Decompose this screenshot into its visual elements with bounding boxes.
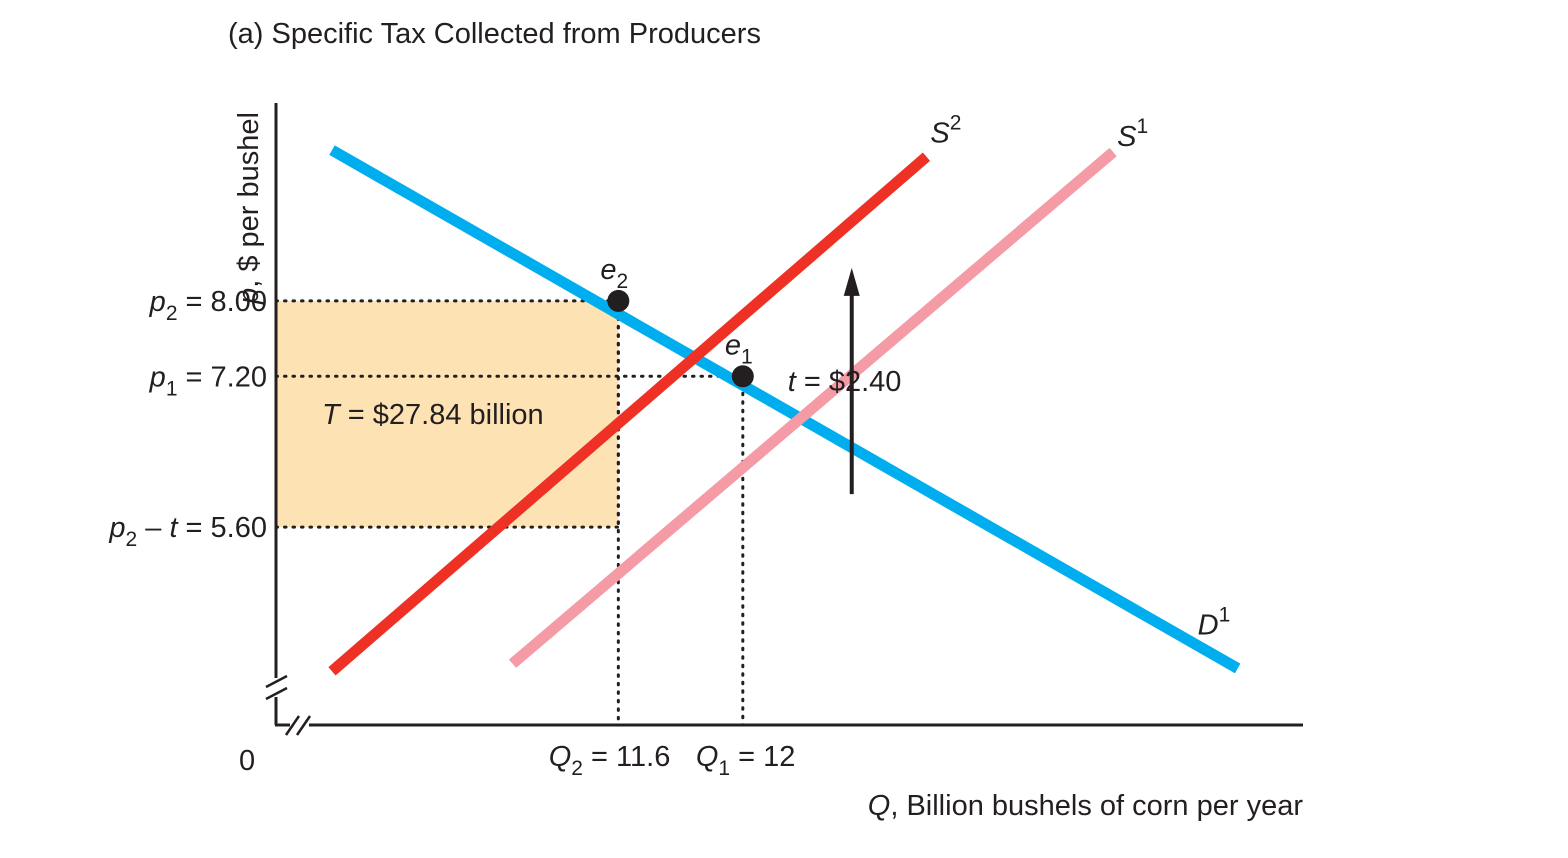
x-axis-variable: Q bbox=[868, 790, 891, 822]
price-tick-3-value: = 5.60 bbox=[178, 512, 268, 544]
price-tick-3-variable-2: t bbox=[169, 512, 179, 544]
y-axis-variable: p bbox=[233, 288, 265, 305]
demand-curve-d1-label: D1 bbox=[1198, 603, 1231, 641]
equilibrium-label-e2-name: e bbox=[600, 254, 616, 286]
price-tick-1: p2 = 8.00 bbox=[149, 286, 267, 325]
supply-curve-s1-label-name: S bbox=[1117, 121, 1137, 153]
supply-curve-s1 bbox=[508, 147, 1117, 668]
price-tick-1-variable: p bbox=[149, 286, 166, 318]
demand-curve-d1 bbox=[329, 145, 1241, 674]
equilibrium-label-e2-subscript: 2 bbox=[616, 270, 628, 293]
price-tick-2-value: = 7.20 bbox=[178, 361, 268, 393]
tax-arrow: t = $2.40 bbox=[788, 267, 902, 495]
tax-arrow-variable: t bbox=[788, 366, 798, 398]
reference-guides bbox=[274, 299, 745, 727]
tax-revenue-variable: T bbox=[322, 399, 342, 431]
tax-revenue-text: = $27.84 billion bbox=[340, 399, 544, 431]
supply-curve-s2-label-superscript: 2 bbox=[950, 112, 962, 135]
tax-revenue-area bbox=[276, 300, 619, 528]
price-tick-3: p2 – t = 5.60 bbox=[108, 512, 267, 551]
price-tick-3-operator: – bbox=[137, 512, 169, 544]
price-tick-2-variable: p bbox=[149, 361, 166, 393]
tax-arrow-head bbox=[843, 267, 860, 296]
demand-curve-d1-label-name: D bbox=[1198, 609, 1219, 641]
quantity-tick-2-variable: Q bbox=[696, 741, 719, 773]
quantity-tick-1-value: = 11.6 bbox=[583, 741, 670, 773]
demand-curve-d1-label-superscript: 1 bbox=[1219, 603, 1231, 626]
quantity-tick-2: Q1 = 12 bbox=[696, 741, 796, 780]
supply-curve-s2-label: S2 bbox=[930, 112, 961, 150]
x-axis-text: , Billion bushels of corn per year bbox=[890, 790, 1303, 822]
equilibrium-label-e1-subscript: 1 bbox=[741, 345, 753, 368]
supply-curve-s2-label-name: S bbox=[930, 118, 950, 150]
y-axis-label: p, $ per bushel bbox=[233, 112, 265, 305]
quantity-tick-1-variable: Q bbox=[549, 741, 572, 773]
y-axis-text: , $ per bushel bbox=[233, 112, 265, 288]
price-tick-2-subscript: 1 bbox=[166, 377, 178, 400]
quantity-tick-1-subscript: 2 bbox=[571, 757, 583, 780]
x-axis-break-mark-2 bbox=[295, 715, 312, 736]
price-tick-3-variable: p bbox=[108, 512, 125, 544]
quantity-tick-1: Q2 = 11.6 bbox=[549, 741, 671, 780]
price-tick-2: p1 = 7.20 bbox=[149, 361, 267, 400]
axes bbox=[265, 103, 1303, 736]
equilibrium-label-e1: e1 bbox=[725, 329, 753, 368]
x-axis-label: Q, Billion bushels of corn per year bbox=[868, 790, 1304, 822]
x-axis-break-mark-1 bbox=[284, 715, 301, 736]
quantity-tick-2-subscript: 1 bbox=[718, 757, 730, 780]
y-axis-break-mark-1 bbox=[265, 674, 288, 689]
tax-arrow-label: t = $2.40 bbox=[788, 366, 902, 398]
equilibrium-point-e1 bbox=[731, 365, 754, 388]
tax-revenue-label: T = $27.84 billion bbox=[322, 399, 544, 431]
price-tick-3-subscript: 2 bbox=[126, 528, 138, 551]
chart-title: (a) Specific Tax Collected from Producer… bbox=[228, 18, 761, 50]
price-tick-1-subscript: 2 bbox=[166, 302, 178, 325]
origin-label: 0 bbox=[239, 745, 255, 777]
tax-arrow-text: = $2.40 bbox=[796, 366, 902, 398]
supply-curve-s2 bbox=[328, 152, 931, 676]
supply-curve-s1-label: S1 bbox=[1117, 115, 1148, 153]
price-tick-1-value: = 8.00 bbox=[178, 286, 268, 318]
supply-curve-s1-label-superscript: 1 bbox=[1137, 115, 1149, 138]
quantity-tick-2-value: = 12 bbox=[730, 741, 795, 773]
y-axis-break-mark-2 bbox=[265, 686, 288, 701]
equilibrium-point-e2 bbox=[607, 289, 630, 312]
equilibrium-label-e1-name: e bbox=[725, 329, 741, 361]
equilibrium-label-e2: e2 bbox=[600, 254, 628, 293]
